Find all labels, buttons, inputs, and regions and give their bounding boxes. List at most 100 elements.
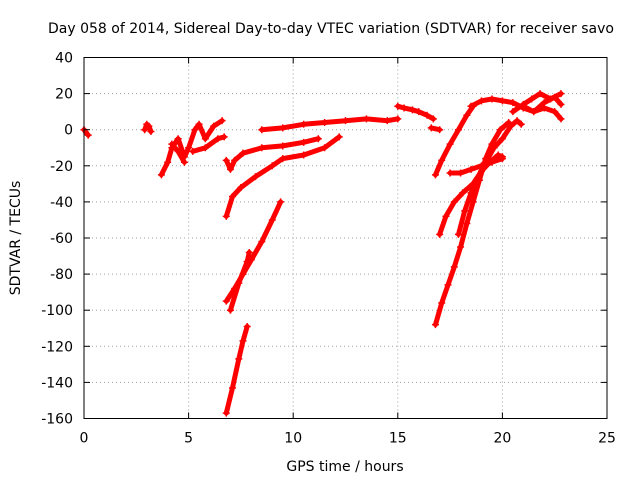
- data-point: [469, 198, 477, 206]
- chart-title: Day 058 of 2014, Sidereal Day-to-day VTE…: [48, 21, 614, 37]
- x-tick-label: 20: [493, 431, 511, 447]
- data-point: [436, 230, 444, 238]
- y-tick-label: 20: [55, 87, 73, 103]
- data-point: [222, 156, 230, 164]
- y-tick-label: -40: [50, 195, 73, 211]
- data-point: [279, 142, 287, 150]
- data-point: [222, 409, 230, 417]
- data-point: [446, 169, 454, 177]
- data-point: [189, 147, 197, 155]
- y-tick-label: -140: [41, 375, 73, 391]
- data-point: [454, 230, 462, 238]
- data-point: [429, 115, 437, 123]
- y-axis-label: SDTVAR / TECUs: [8, 181, 24, 296]
- data-point: [408, 106, 416, 114]
- data-point: [226, 306, 234, 314]
- y-tick-label: -20: [50, 159, 73, 175]
- series-segment: [433, 103, 476, 178]
- y-tick-label: -120: [41, 339, 73, 355]
- x-tick-label: 25: [598, 431, 616, 447]
- data-point: [438, 299, 446, 307]
- data-point: [141, 126, 149, 134]
- series-segment: [223, 323, 250, 416]
- x-axis-label: GPS time / hours: [286, 459, 403, 475]
- data-point: [498, 135, 506, 143]
- data-point: [488, 158, 496, 166]
- data-point: [243, 257, 251, 265]
- data-point: [214, 135, 222, 143]
- x-tick-label: 10: [284, 431, 302, 447]
- data-series: [80, 90, 565, 417]
- data-point: [467, 102, 475, 110]
- data-point: [229, 192, 237, 200]
- data-point: [415, 108, 423, 116]
- data-point: [174, 147, 182, 155]
- data-point: [279, 155, 287, 163]
- data-point: [446, 140, 454, 148]
- data-point: [362, 115, 370, 123]
- data-point: [463, 220, 471, 228]
- data-point: [444, 281, 452, 289]
- data-point: [496, 126, 504, 134]
- data-point: [477, 97, 485, 105]
- data-point: [258, 144, 266, 152]
- data-point: [147, 128, 155, 136]
- data-point: [438, 156, 446, 164]
- data-point: [557, 90, 565, 98]
- data-point: [530, 108, 538, 116]
- data-point: [436, 126, 444, 134]
- data-point: [321, 144, 329, 152]
- data-point: [557, 115, 565, 123]
- data-point: [442, 212, 450, 220]
- data-point: [509, 108, 517, 116]
- x-tick-label: 15: [389, 431, 407, 447]
- y-tick-label: -60: [50, 231, 73, 247]
- y-tick-label: -160: [41, 412, 73, 428]
- data-point: [195, 120, 203, 128]
- series-segment: [433, 120, 512, 328]
- data-point: [300, 151, 308, 159]
- data-point: [498, 97, 506, 105]
- data-point: [454, 126, 462, 134]
- data-point: [431, 321, 439, 329]
- series-segment: [190, 134, 227, 154]
- data-point: [507, 122, 515, 130]
- data-point: [321, 118, 329, 126]
- data-point: [239, 149, 247, 157]
- data-point: [277, 198, 285, 206]
- data-point: [383, 117, 391, 125]
- data-point: [201, 144, 209, 152]
- data-point: [145, 122, 153, 130]
- data-point: [258, 238, 266, 246]
- data-point: [551, 93, 559, 101]
- data-point: [231, 156, 239, 164]
- y-tick-label: 40: [55, 51, 73, 67]
- data-point: [490, 144, 498, 152]
- data-point: [342, 117, 349, 125]
- data-point: [218, 117, 226, 125]
- data-point: [427, 124, 435, 132]
- data-point: [185, 144, 193, 152]
- data-point: [245, 248, 253, 256]
- series-segment: [456, 118, 524, 237]
- data-point: [300, 120, 308, 128]
- data-point: [210, 122, 218, 130]
- data-point: [473, 174, 481, 182]
- data-point: [431, 171, 439, 179]
- data-point: [258, 126, 266, 134]
- data-point: [498, 155, 506, 163]
- data-point: [494, 151, 502, 159]
- data-point: [164, 158, 172, 166]
- data-point: [235, 355, 243, 363]
- data-point: [237, 183, 245, 191]
- axes: 0 5 10 15 20 25 40 20 0 -20 -40 -60 -80 -100 -120 -140 -…: [41, 51, 616, 447]
- data-point: [252, 173, 260, 181]
- data-point: [84, 131, 92, 139]
- data-point: [394, 102, 402, 110]
- data-point: [168, 140, 176, 148]
- y-tick-label: -100: [41, 303, 73, 319]
- data-point: [201, 135, 209, 143]
- data-point: [463, 111, 471, 119]
- data-point: [222, 297, 230, 305]
- data-point: [335, 133, 343, 141]
